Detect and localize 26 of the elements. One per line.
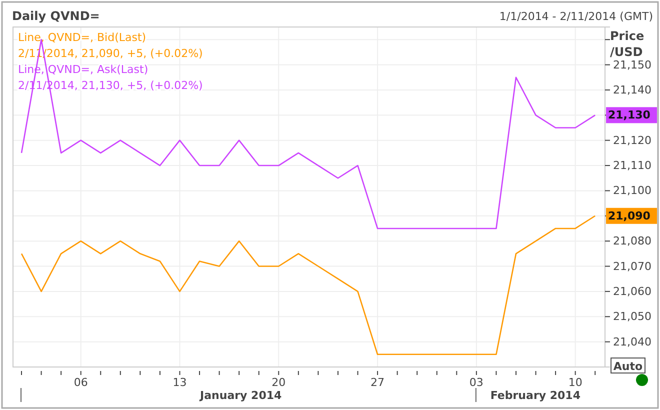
y-tick-label: 21,110 — [613, 159, 652, 172]
text: January 2014 — [199, 389, 282, 402]
y-tick-label: 21,090 — [608, 209, 651, 222]
y-tick-label: 21,050 — [613, 310, 652, 324]
y-tick-label: 21,120 — [613, 134, 652, 147]
x-tick-label: 13 — [172, 376, 187, 389]
text: Line, QVND=, Bid(Last) — [18, 31, 146, 44]
auto-button: Auto — [610, 358, 646, 374]
x-tick-label: 20 — [272, 376, 286, 389]
x-tick-label: 06 — [74, 376, 88, 389]
y-tick-label: 21,140 — [613, 83, 652, 96]
y-tick-label: 21,130 — [608, 108, 651, 122]
chart-subtitle: 1/1/2014 - 2/11/2014 (GMT) — [499, 10, 653, 23]
y-tick-label: 21,040 — [613, 335, 652, 348]
x-tick-label: 10 — [568, 376, 582, 389]
text: February 2014 — [490, 389, 581, 402]
y-tick-label: 21,070 — [613, 260, 652, 273]
y-axis-title: Price /USD — [610, 29, 644, 59]
y-tick-label: 21,100 — [613, 184, 652, 198]
line-series — [20, 215, 596, 356]
y-tick-label: 21,150 — [613, 58, 652, 72]
x-tick-label: 03 — [469, 376, 484, 389]
y-tick-label: 21,060 — [613, 284, 652, 298]
y-tick-label: 21,080 — [613, 234, 652, 248]
chart-title: Daily QVND= — [12, 9, 100, 23]
x-tick-label: 27 — [370, 376, 385, 389]
